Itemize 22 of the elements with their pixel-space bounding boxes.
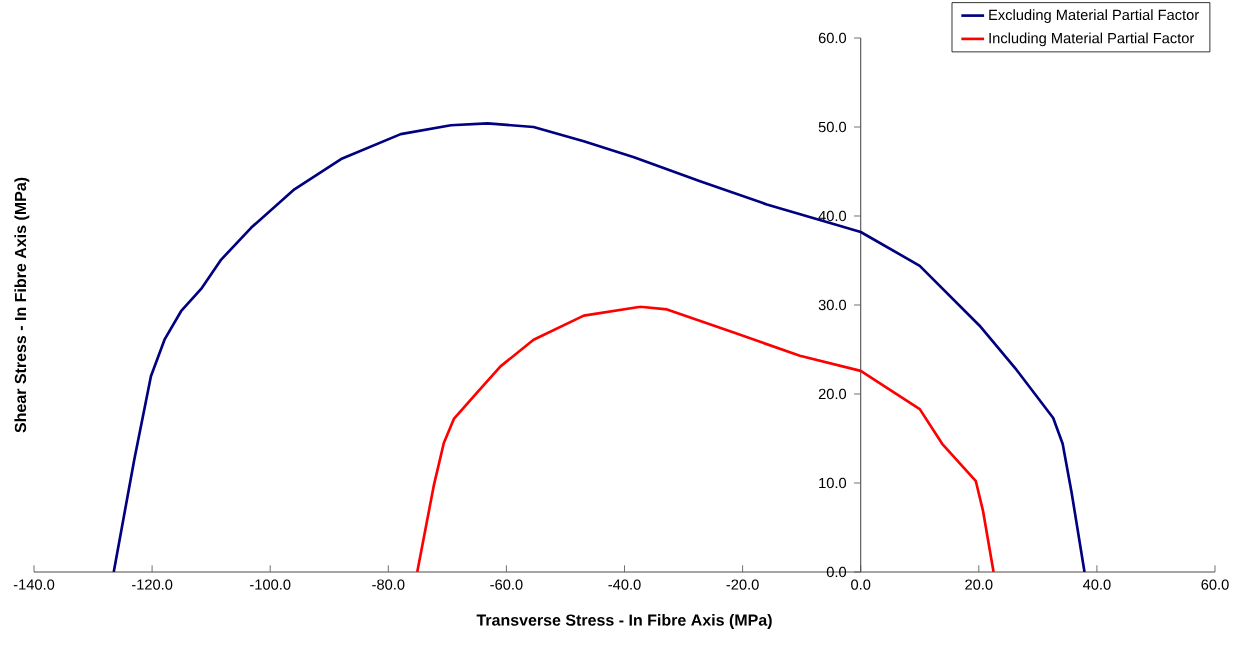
x-tick-label: -80.0 bbox=[372, 579, 405, 590]
y-tick-label: 30.0 bbox=[818, 299, 847, 311]
x-tick-label: -60.0 bbox=[490, 579, 523, 590]
legend-label: Including Material Partial Factor bbox=[989, 32, 1195, 47]
x-tick-label: -140.0 bbox=[13, 579, 55, 590]
x-tick-label: 0.0 bbox=[851, 579, 871, 590]
x-axis-title: Transverse Stress - In Fibre Axis (MPa) bbox=[476, 614, 772, 629]
y-tick-label: 0.0 bbox=[826, 566, 847, 578]
y-tick-label: 10.0 bbox=[819, 477, 847, 489]
y-tick-label: 50.0 bbox=[818, 121, 847, 133]
legend-label: Excluding Material Partial Factor bbox=[989, 9, 1199, 23]
x-tick-label: -100.0 bbox=[250, 579, 291, 590]
y-axis-title: Shear Stress - In Fibre Axis (MPa) bbox=[14, 177, 30, 433]
x-tick-label: -120.0 bbox=[131, 579, 173, 590]
x-tick-label: 60.0 bbox=[1201, 579, 1229, 590]
x-tick-label: -20.0 bbox=[726, 579, 759, 590]
y-tick-label: 20.0 bbox=[818, 388, 847, 400]
y-tick-label: 40.0 bbox=[818, 210, 847, 222]
y-tick-label: 60.0 bbox=[818, 32, 847, 44]
x-tick-label: 20.0 bbox=[965, 579, 993, 590]
x-tick-label: 40.0 bbox=[1082, 579, 1111, 590]
x-tick-label: -40.0 bbox=[608, 579, 641, 590]
